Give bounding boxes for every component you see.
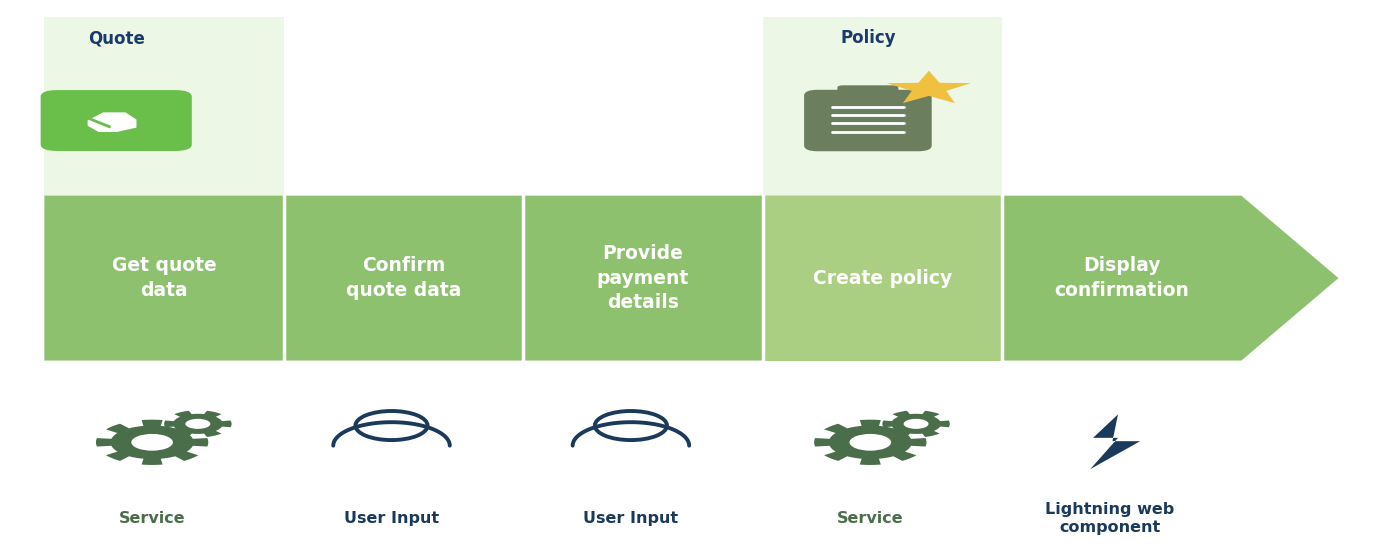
Text: Confirm
quote data: Confirm quote data (345, 257, 460, 300)
Bar (763, 17, 1001, 196)
Text: Provide
payment
details: Provide payment details (596, 244, 689, 312)
Bar (763, 196, 1001, 361)
FancyBboxPatch shape (40, 90, 191, 151)
Polygon shape (886, 71, 971, 103)
Text: Service: Service (836, 511, 903, 526)
Text: Service: Service (119, 511, 186, 526)
Text: User Input: User Input (344, 511, 440, 526)
Polygon shape (164, 411, 232, 437)
Circle shape (849, 434, 890, 451)
FancyBboxPatch shape (804, 90, 932, 151)
Polygon shape (44, 196, 1338, 361)
Text: Display
confirmation: Display confirmation (1054, 257, 1189, 300)
Text: Create policy: Create policy (813, 269, 951, 287)
Circle shape (132, 434, 173, 451)
Polygon shape (882, 411, 950, 437)
FancyBboxPatch shape (838, 86, 899, 102)
Text: Lightning web
component: Lightning web component (1044, 502, 1175, 536)
Polygon shape (96, 420, 208, 465)
Text: Get quote
data: Get quote data (112, 257, 216, 300)
Circle shape (903, 419, 928, 429)
Text: User Input: User Input (584, 511, 678, 526)
Polygon shape (814, 420, 927, 465)
Polygon shape (87, 112, 136, 132)
Text: Policy: Policy (841, 29, 896, 48)
Bar (44, 17, 284, 196)
Circle shape (186, 419, 211, 429)
Polygon shape (1090, 414, 1140, 469)
Text: Quote: Quote (87, 29, 144, 48)
Circle shape (129, 108, 148, 116)
